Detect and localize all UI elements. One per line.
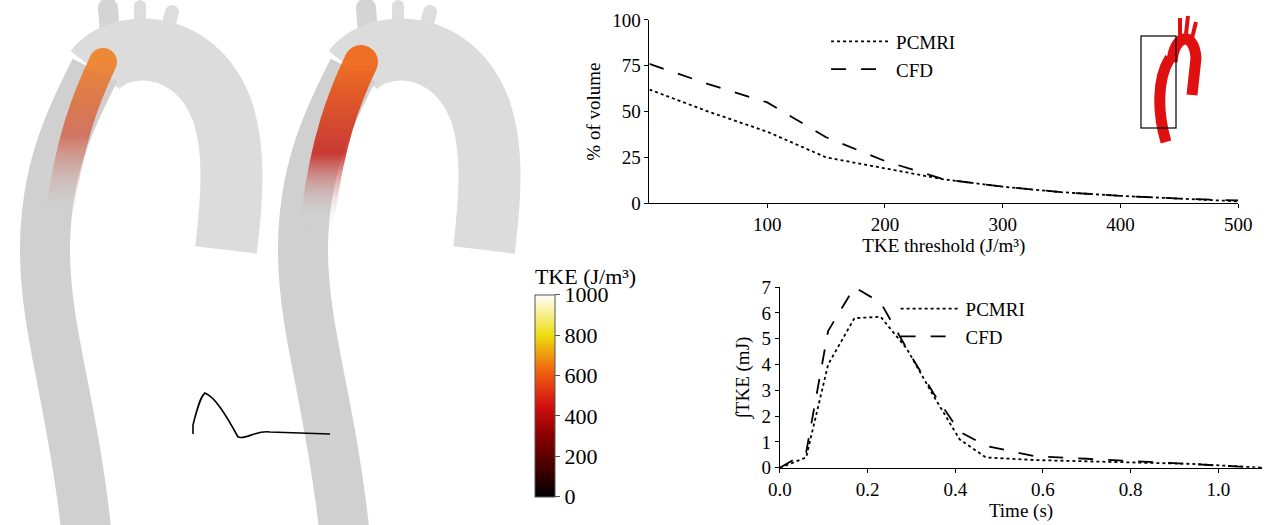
svg-text:0.2: 0.2 (856, 479, 880, 500)
svg-text:100: 100 (753, 214, 782, 235)
svg-text:500: 500 (1224, 214, 1253, 235)
svg-text:0.4: 0.4 (943, 479, 967, 500)
svg-text:∫TKE (mJ): ∫TKE (mJ) (732, 337, 755, 420)
svg-text:CFD: CFD (896, 60, 933, 81)
svg-text:400: 400 (1106, 214, 1135, 235)
svg-text:5: 5 (762, 328, 772, 349)
svg-text:800: 800 (564, 323, 597, 348)
svg-text:CFD: CFD (966, 327, 1003, 348)
svg-text:3: 3 (762, 380, 772, 401)
svg-text:200: 200 (871, 214, 900, 235)
svg-text:300: 300 (988, 214, 1017, 235)
svg-text:0: 0 (631, 193, 641, 214)
svg-text:25: 25 (622, 147, 641, 168)
svg-text:1000: 1000 (564, 282, 608, 307)
svg-text:0: 0 (762, 457, 772, 478)
svg-text:200: 200 (564, 444, 597, 469)
svg-text:PCMRI: PCMRI (896, 32, 955, 53)
svg-text:Time (s): Time (s) (989, 500, 1053, 522)
svg-text:0.6: 0.6 (1031, 479, 1055, 500)
svg-text:2: 2 (762, 406, 772, 427)
svg-text:400: 400 (564, 404, 597, 429)
svg-text:TKE (J/m³): TKE (J/m³) (535, 264, 636, 289)
svg-text:600: 600 (564, 363, 597, 388)
svg-text:0.8: 0.8 (1119, 479, 1143, 500)
svg-text:0: 0 (564, 484, 575, 509)
svg-text:1: 1 (762, 432, 772, 453)
svg-text:TKE threshold (J/m³): TKE threshold (J/m³) (862, 235, 1025, 257)
svg-text:6: 6 (762, 303, 772, 324)
svg-text:% of volume: % of volume (583, 62, 604, 160)
svg-text:4: 4 (762, 354, 772, 375)
svg-text:7: 7 (762, 277, 772, 298)
svg-text:1.0: 1.0 (1206, 479, 1230, 500)
svg-text:75: 75 (622, 55, 641, 76)
svg-text:0.0: 0.0 (768, 479, 792, 500)
svg-text:100: 100 (612, 10, 641, 31)
svg-text:PCMRI: PCMRI (966, 299, 1025, 320)
svg-text:50: 50 (622, 101, 641, 122)
